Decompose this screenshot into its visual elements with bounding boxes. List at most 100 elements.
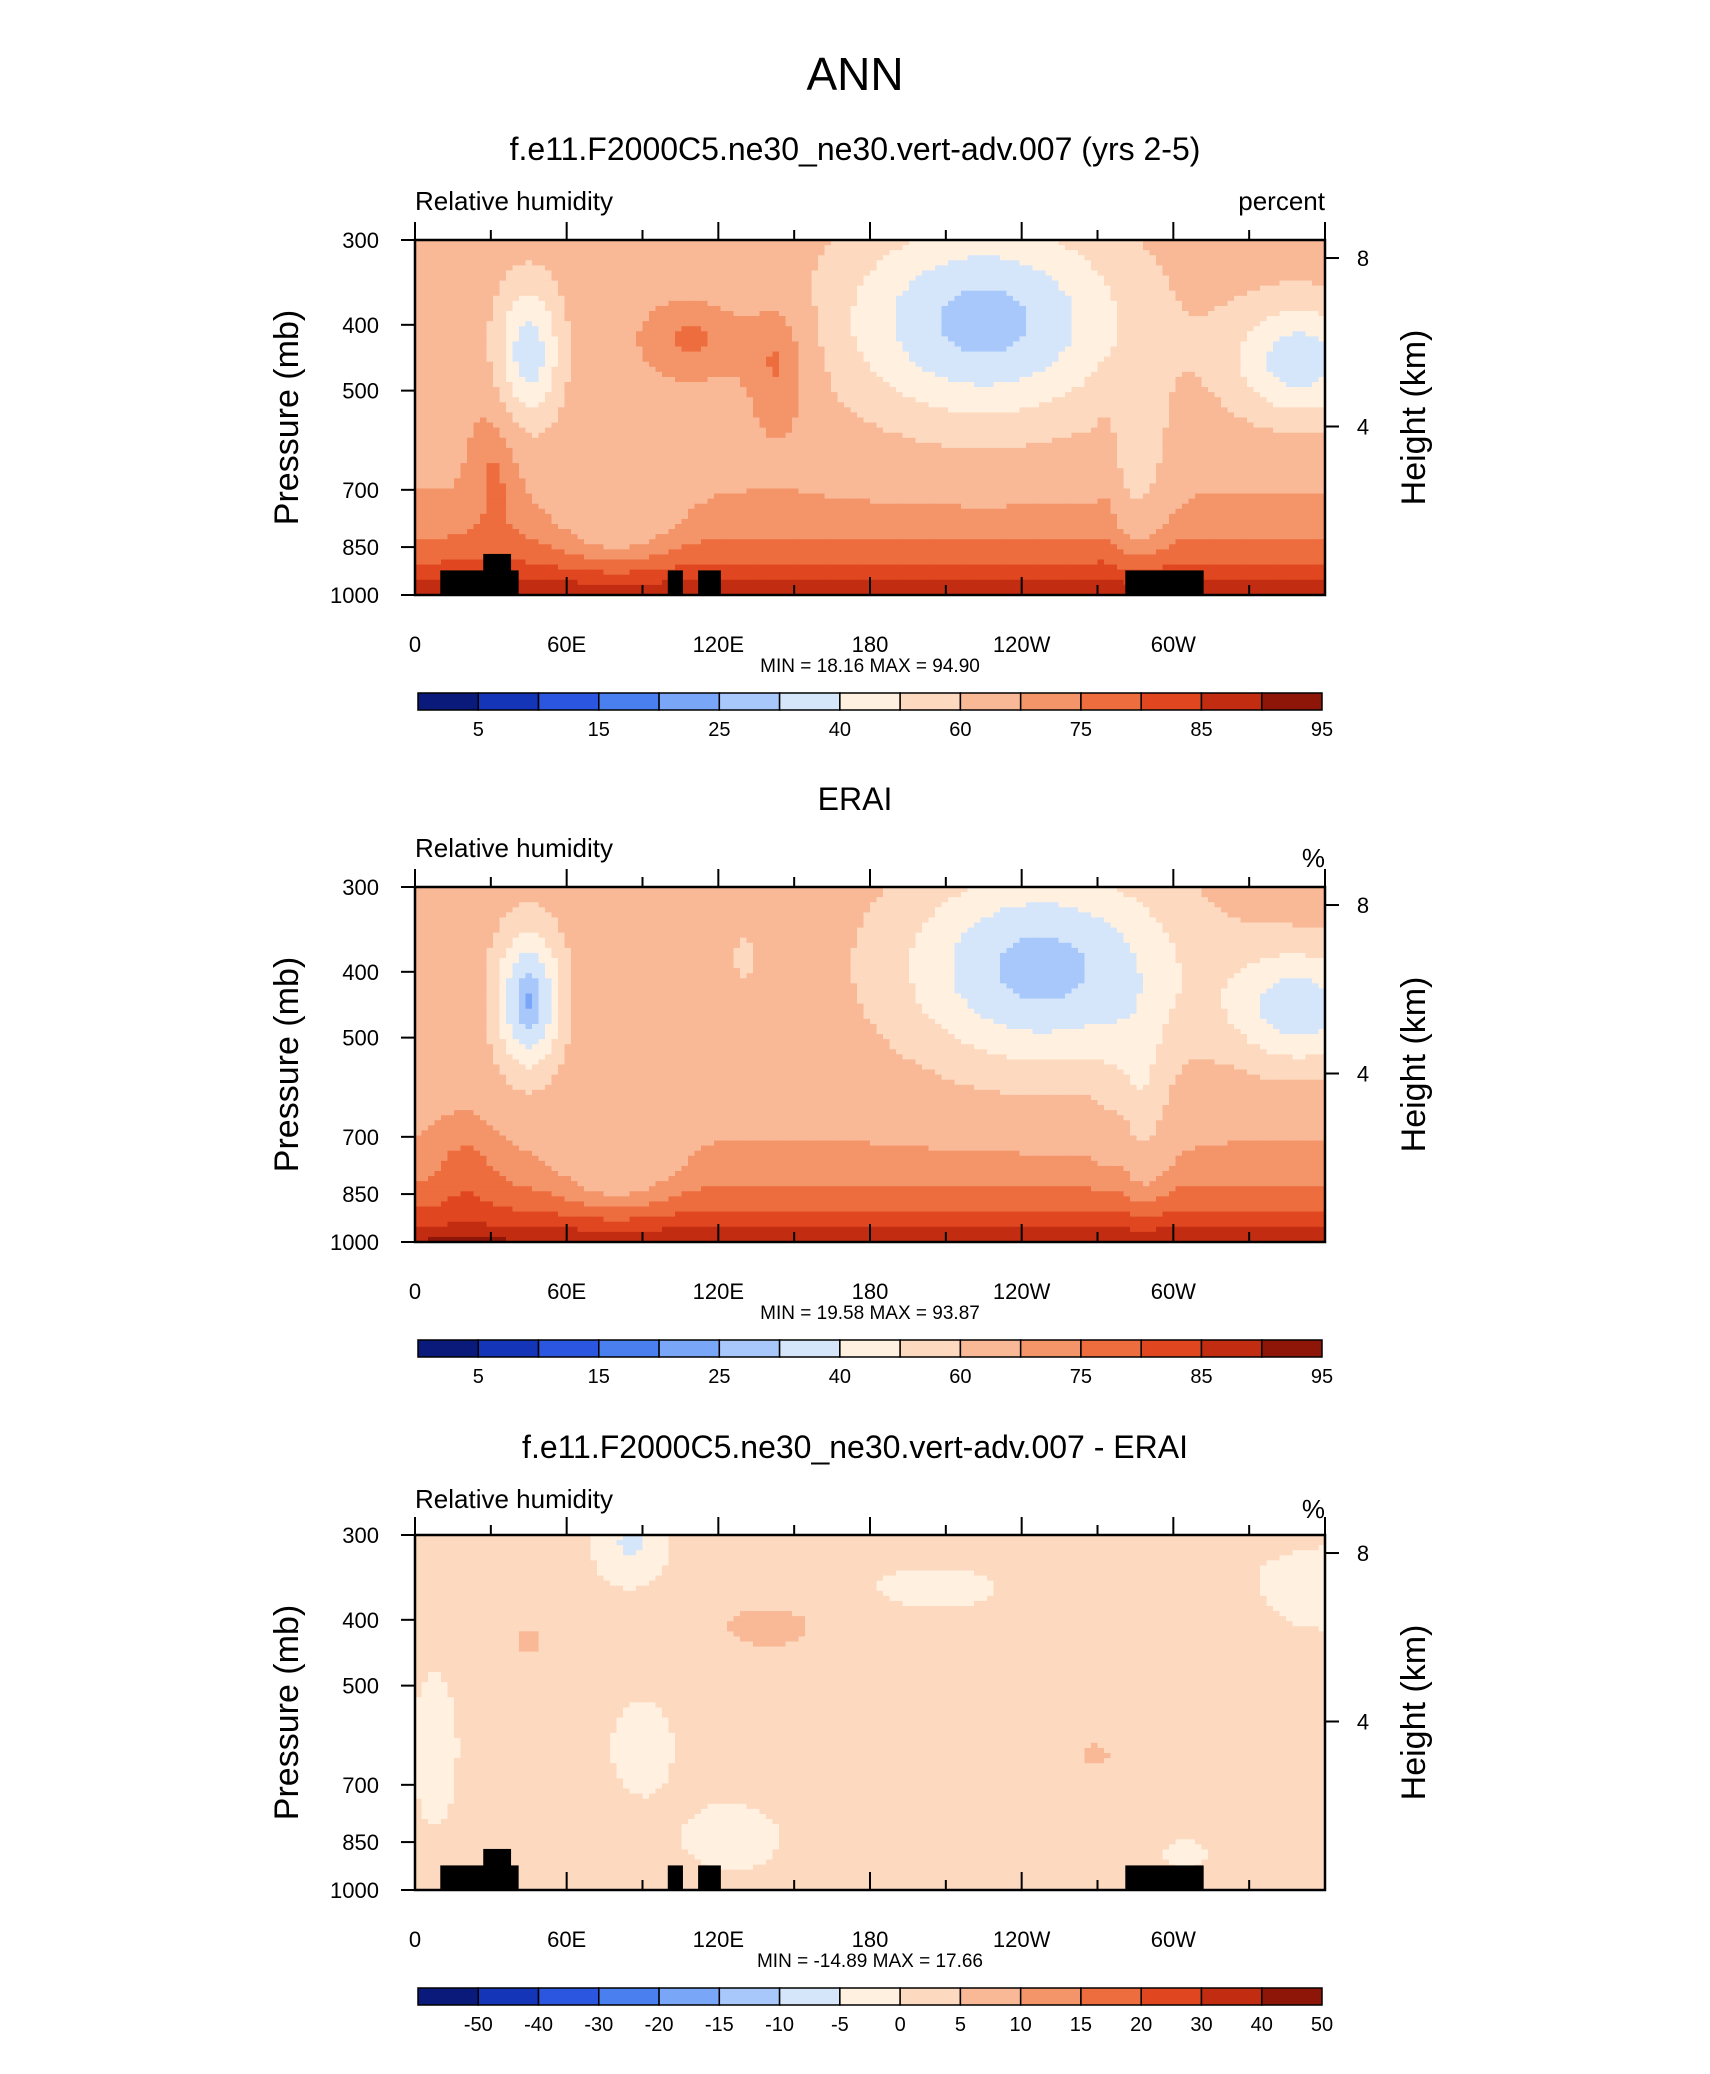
field-cell <box>786 341 793 347</box>
field-cell <box>500 301 507 307</box>
field-cell <box>1293 341 1300 347</box>
field-cell <box>1156 402 1163 408</box>
field-cell <box>961 352 968 358</box>
field-cell <box>721 270 728 276</box>
field-cell <box>974 331 981 337</box>
field-cell <box>1176 341 1183 347</box>
field-cell <box>1176 265 1183 271</box>
field-cell <box>571 402 578 408</box>
field-cell <box>1215 402 1222 408</box>
field-cell <box>1104 387 1111 393</box>
field-cell <box>1104 260 1111 266</box>
field-cell <box>519 301 526 307</box>
field-cell <box>922 296 929 302</box>
field-cell <box>831 306 838 312</box>
field-cell <box>623 250 630 256</box>
field-cell <box>766 270 773 276</box>
field-cell <box>506 316 513 322</box>
field-cell <box>1221 306 1228 312</box>
field-cell <box>1202 331 1209 337</box>
field-cell <box>1234 382 1241 388</box>
field-cell <box>487 377 494 383</box>
field-cell <box>435 245 442 251</box>
field-cell <box>1221 392 1228 398</box>
field-cell <box>1150 347 1157 353</box>
field-cell <box>968 316 975 322</box>
field-cell <box>779 281 786 287</box>
field-cell <box>994 270 1001 276</box>
field-cell <box>701 316 708 322</box>
field-cell <box>506 270 513 276</box>
field-cell <box>1091 281 1098 287</box>
field-cell <box>935 357 942 363</box>
field-cell <box>1215 331 1222 337</box>
field-cell <box>942 286 949 292</box>
field-cell <box>747 412 754 418</box>
field-cell <box>805 316 812 322</box>
field-cell <box>903 265 910 271</box>
field-cell <box>773 296 780 302</box>
field-cell <box>1273 336 1280 342</box>
field-cell <box>1163 357 1170 363</box>
field-cell <box>1189 326 1196 332</box>
field-cell <box>994 412 1001 418</box>
field-cell <box>584 331 591 337</box>
field-cell <box>1241 311 1248 317</box>
field-cell <box>1267 301 1274 307</box>
field-cell <box>929 276 936 282</box>
field-cell <box>1072 255 1079 261</box>
field-cell <box>714 402 721 408</box>
field-cell <box>812 392 819 398</box>
field-cell <box>812 245 819 251</box>
field-cell <box>649 326 656 332</box>
field-cell <box>1273 362 1280 368</box>
field-cell <box>695 397 702 403</box>
field-cell <box>890 377 897 383</box>
field-cell <box>688 265 695 271</box>
field-cell <box>1117 250 1124 256</box>
field-cell <box>422 347 429 353</box>
field-cell <box>851 311 858 317</box>
field-cell <box>1156 321 1163 327</box>
field-cell <box>903 377 910 383</box>
field-cell <box>877 245 884 251</box>
field-cell <box>1260 255 1267 261</box>
field-cell <box>1111 397 1118 403</box>
field-cell <box>773 418 780 424</box>
field-cell <box>929 352 936 358</box>
field-cell <box>565 281 572 287</box>
field-cell <box>1293 347 1300 353</box>
field-cell <box>1098 377 1105 383</box>
field-cell <box>753 357 760 363</box>
field-cell <box>760 250 767 256</box>
field-cell <box>656 367 663 373</box>
field-cell <box>1026 306 1033 312</box>
field-cell <box>669 357 676 363</box>
field-cell <box>1234 412 1241 418</box>
field-cell <box>851 331 858 337</box>
field-cell <box>1273 331 1280 337</box>
field-cell <box>1085 245 1092 251</box>
field-cell <box>539 336 546 342</box>
field-cell <box>1241 387 1248 393</box>
field-cell <box>799 265 806 271</box>
field-cell <box>838 291 845 297</box>
field-cell <box>617 311 624 317</box>
field-cell <box>467 367 474 373</box>
field-cell <box>721 260 728 266</box>
field-cell <box>1104 245 1111 251</box>
field-cell <box>903 321 910 327</box>
field-cell <box>1104 316 1111 322</box>
field-cell <box>896 412 903 418</box>
field-cell <box>597 402 604 408</box>
field-cell <box>968 301 975 307</box>
field-cell <box>630 412 637 418</box>
field-cell <box>435 301 442 307</box>
field-cell <box>441 341 448 347</box>
field-cell <box>1000 296 1007 302</box>
field-cell <box>721 382 728 388</box>
field-cell <box>1286 412 1293 418</box>
field-cell <box>1182 286 1189 292</box>
field-cell <box>753 341 760 347</box>
field-cell <box>909 316 916 322</box>
